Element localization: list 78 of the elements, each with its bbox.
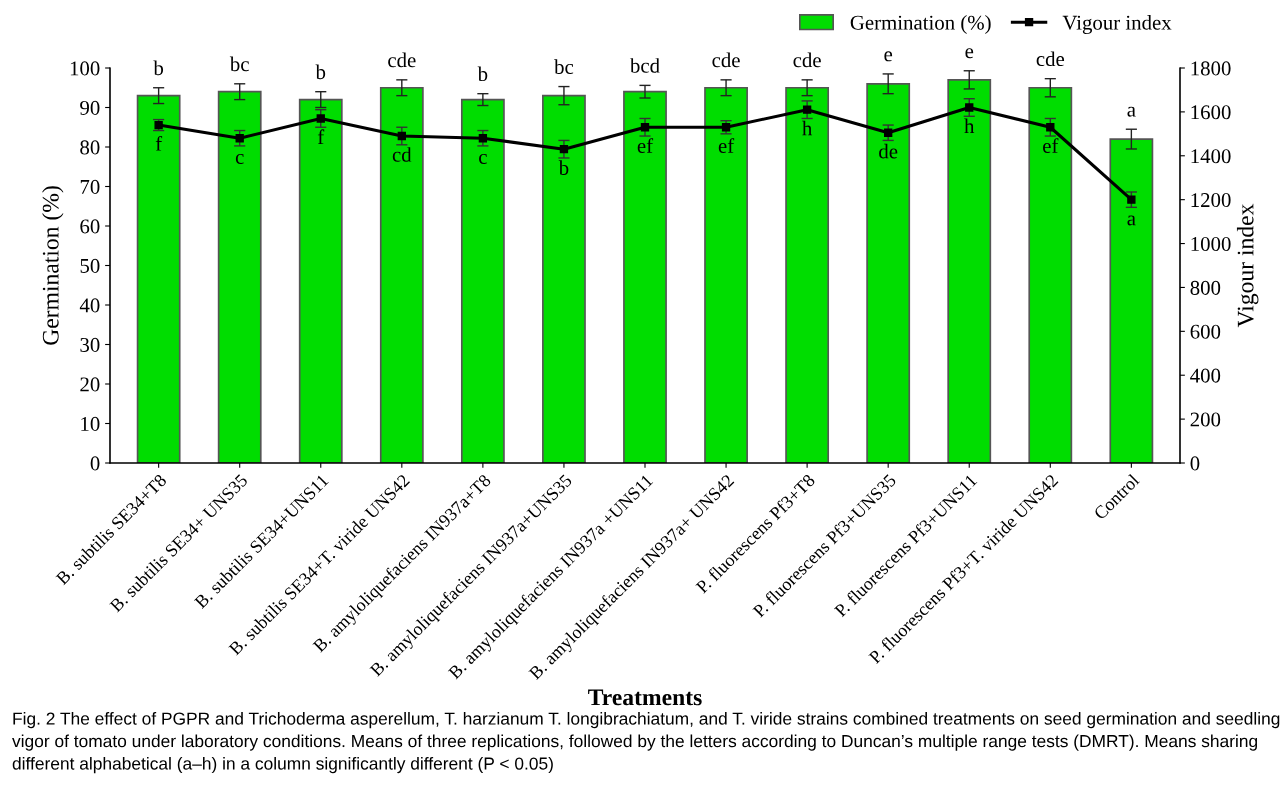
data-label: cde <box>712 52 740 68</box>
point <box>721 123 731 132</box>
point <box>316 114 325 123</box>
y-tick-label: 70 <box>80 179 100 194</box>
data-label: f <box>317 129 325 145</box>
y-tick-label: 100 <box>70 61 100 76</box>
data-label: a <box>1127 106 1136 117</box>
data-label: bcd <box>629 58 660 73</box>
point <box>640 123 650 132</box>
bar <box>785 86 830 463</box>
y2-tick-label: 1200 <box>1191 193 1231 208</box>
y2-tick-label: 1000 <box>1191 236 1231 251</box>
point <box>559 145 569 154</box>
y2-tick-label: 1800 <box>1191 61 1231 76</box>
legend-label: Germination (%) <box>850 15 991 34</box>
y-tick-label: 80 <box>80 140 100 155</box>
data-label: cde <box>793 52 821 68</box>
data-label: b <box>558 160 569 175</box>
data-label: h <box>802 120 813 136</box>
data-label: b <box>315 64 326 80</box>
data-label: cd <box>392 147 412 162</box>
data-label: c <box>235 153 244 164</box>
bar <box>136 94 181 463</box>
point <box>1046 123 1055 132</box>
point <box>397 131 406 141</box>
y-tick-label: 30 <box>80 337 100 352</box>
data-label: de <box>879 143 898 159</box>
y2-axis-title: Vigour index <box>1236 203 1259 328</box>
y-axis-title: Germination (%) <box>42 186 64 345</box>
data-label: e <box>884 51 893 62</box>
data-label: b <box>153 60 164 76</box>
bar <box>1109 138 1154 463</box>
point <box>1127 195 1136 204</box>
data-label: ef <box>718 138 735 154</box>
point <box>802 105 812 114</box>
point <box>884 128 893 137</box>
y-tick-label: 10 <box>81 416 100 431</box>
data-label: cde <box>1036 51 1065 67</box>
bar <box>1028 86 1073 463</box>
data-label: bc <box>554 59 574 74</box>
y-tick-label: 40 <box>79 298 100 313</box>
y-tick-label: 20 <box>80 377 100 392</box>
data-label: f <box>155 135 163 151</box>
data-label: b <box>477 66 488 82</box>
y2-tick-label: 400 <box>1190 368 1221 383</box>
bar <box>866 82 911 463</box>
bar <box>217 90 262 463</box>
y2-tick-label: 1400 <box>1191 149 1231 164</box>
bar <box>947 79 992 463</box>
bar <box>623 90 667 463</box>
data-label: cde <box>388 52 416 68</box>
y2-tick-label: 1600 <box>1191 105 1231 120</box>
data-label: bc <box>229 56 249 72</box>
x-axis-title: Treatments <box>588 689 702 706</box>
point <box>235 134 244 143</box>
data-label: c <box>479 153 487 164</box>
y2-tick-label: 0 <box>1190 456 1200 471</box>
bar <box>379 86 424 463</box>
point <box>965 103 974 112</box>
data-label: ef <box>637 138 654 154</box>
point <box>478 134 488 143</box>
bar <box>460 98 505 463</box>
data-label: a <box>1127 215 1136 226</box>
y-tick-label: 60 <box>80 219 100 234</box>
data-label: e <box>965 48 974 59</box>
y-tick-label: 90 <box>80 100 100 115</box>
legend-label: Vigour index <box>1062 15 1172 34</box>
y2-tick-label: 200 <box>1190 412 1221 427</box>
data-label: h <box>964 118 975 134</box>
data-label: ef <box>1043 138 1059 154</box>
bar <box>704 86 748 463</box>
y2-tick-label: 800 <box>1190 280 1221 295</box>
y-tick-label: 50 <box>80 258 100 273</box>
y2-tick-label: 600 <box>1190 324 1221 339</box>
bar <box>542 94 586 463</box>
y-tick-label: 0 <box>90 456 100 471</box>
caption: Fig. 2 The effect of PGPR and Trichoderma asperellum, T. harzianum T. longibrachiatum, and T. viride strains combined treatments on seed germination and seedling vigor of tomato under laboratory conditions. Means of three replications, followed by the letters according to Duncan’s multiple range tests (DMRT). Means sharing different alphabetical (a–h) in a column significantly different (P < 0.05) <box>12 712 1280 774</box>
bar <box>298 98 343 463</box>
